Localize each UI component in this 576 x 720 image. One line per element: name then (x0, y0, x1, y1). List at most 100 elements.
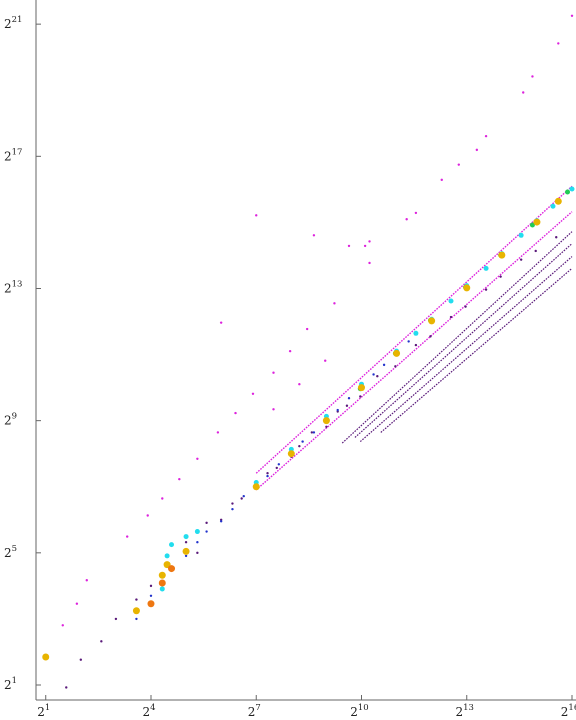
data-point (372, 373, 375, 376)
x-tick-label: 21 (37, 703, 50, 719)
data-point (312, 431, 316, 434)
data-point (85, 579, 88, 582)
data-point (277, 463, 281, 466)
data-point (499, 275, 502, 278)
y-tick-label: 213 (4, 279, 22, 295)
data-point (126, 535, 129, 538)
x-ticks: 21 24 27 210 213 216 (37, 695, 576, 719)
data-point (312, 234, 316, 237)
data-point (570, 14, 574, 17)
data-point (347, 397, 351, 400)
data-point (65, 686, 68, 689)
data-point (522, 91, 525, 94)
data-point (100, 640, 103, 643)
data-point (498, 251, 506, 259)
data-point (449, 315, 453, 319)
data-point (287, 450, 295, 458)
data-point (475, 148, 479, 152)
data-point (359, 395, 362, 398)
data-point (135, 617, 138, 621)
x-tick-label: 24 (142, 703, 155, 719)
data-point (457, 163, 460, 166)
data-point (164, 553, 170, 559)
data-point (169, 542, 175, 548)
y-tick-label: 221 (4, 15, 22, 31)
data-point (550, 203, 556, 209)
data-point (534, 249, 537, 253)
data-point (557, 42, 560, 45)
y-tick-label: 217 (4, 147, 22, 163)
data-point (529, 222, 535, 228)
data-point (483, 265, 489, 271)
data-point (251, 392, 255, 395)
data-point (413, 330, 419, 336)
data-point (393, 349, 401, 357)
data-point (216, 431, 220, 434)
data-point (333, 302, 336, 305)
x-tick-label: 216 (561, 703, 576, 719)
y-ticks: 21 25 29 213 217 221 (4, 15, 41, 692)
series-line (380, 267, 573, 433)
data-point (407, 340, 410, 343)
data-point (132, 607, 140, 615)
data-point (234, 411, 237, 415)
axes (35, 0, 576, 701)
y-tick-label: 25 (4, 544, 17, 560)
data-point (305, 327, 309, 331)
data-point (252, 483, 260, 491)
data-point (518, 232, 524, 238)
series-line (255, 185, 573, 474)
data-point (288, 349, 292, 353)
data-point (484, 288, 488, 291)
data-point (219, 321, 223, 324)
data-point (554, 197, 562, 205)
data-point (158, 571, 166, 579)
data-point (440, 178, 443, 182)
data-point (275, 466, 278, 470)
data-point (336, 408, 339, 412)
data-point (414, 343, 418, 347)
data-point (448, 298, 454, 304)
data-point (240, 497, 243, 500)
data-point (159, 586, 165, 592)
data-point (464, 305, 467, 308)
data-point (414, 211, 418, 215)
data-point (42, 653, 50, 661)
data-point (266, 474, 269, 478)
data-point (205, 530, 208, 533)
data-point (324, 359, 327, 362)
y-tick-label: 29 (4, 412, 17, 428)
data-point (184, 554, 188, 558)
data-point (194, 529, 200, 535)
data-point (219, 520, 223, 523)
data-point (242, 494, 245, 498)
data-point (149, 594, 153, 597)
data-point (357, 384, 365, 392)
data-point (168, 565, 176, 573)
data-point (484, 134, 488, 138)
data-point (255, 214, 258, 217)
data-point (147, 600, 155, 608)
data-point (272, 408, 275, 411)
data-point (205, 521, 208, 525)
data-point (61, 624, 64, 627)
data-layer (42, 14, 575, 689)
data-point (182, 547, 190, 555)
y-tick-label: 21 (4, 676, 17, 692)
data-point (272, 371, 275, 374)
data-point (347, 244, 351, 248)
data-point (428, 317, 436, 325)
data-point (368, 261, 371, 265)
data-point (161, 497, 164, 500)
data-point (196, 457, 199, 461)
x-tick-label: 27 (248, 703, 261, 719)
data-point (463, 284, 471, 292)
data-point (75, 602, 79, 605)
data-point (231, 507, 234, 511)
data-point (135, 598, 138, 601)
series-line (359, 256, 573, 443)
data-point (531, 75, 534, 78)
series-line (255, 211, 573, 491)
x-tick-label: 210 (350, 703, 368, 719)
